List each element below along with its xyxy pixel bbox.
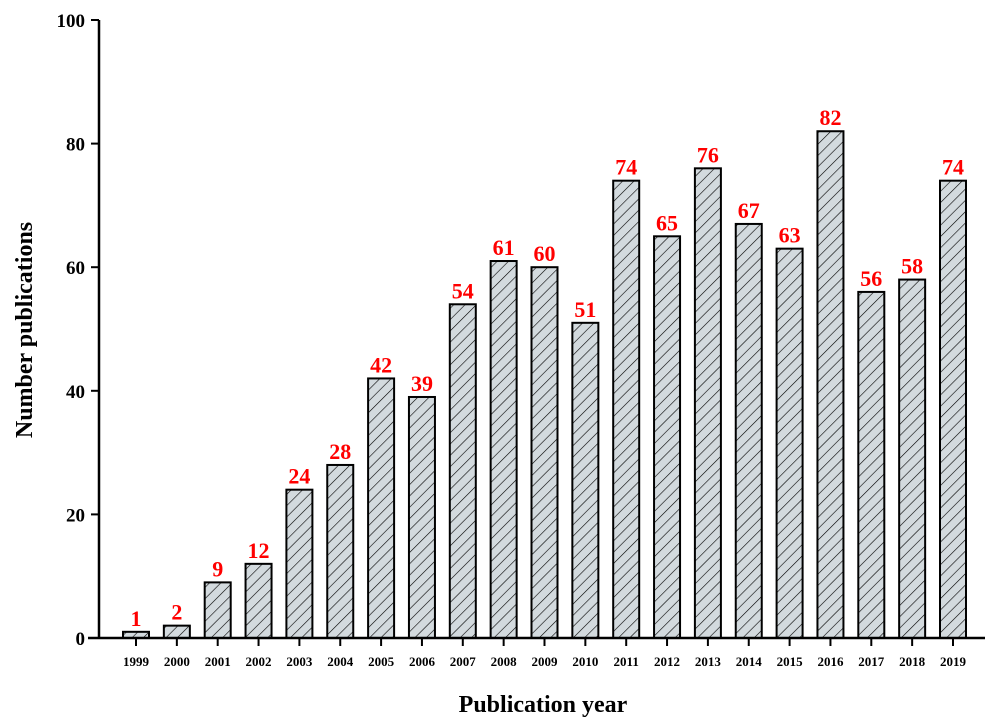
x-tick-label: 2015 [777,654,804,669]
x-tick-label: 2003 [286,654,313,669]
bar-2005 [367,377,396,639]
bar-2004 [326,463,355,639]
x-tick-label: 2005 [368,654,395,669]
data-label-2016: 82 [819,105,841,130]
bar-2012 [653,235,682,640]
x-tick-label: 2001 [205,654,231,669]
bar-2006 [407,395,436,640]
data-label-2010: 51 [574,297,596,322]
bar-2009 [530,266,559,639]
data-label-2002: 12 [248,538,270,563]
bar-2002 [244,562,273,640]
x-tick-label: 2018 [899,654,926,669]
x-tick-label: 2016 [817,654,844,669]
bar-2015 [775,247,804,639]
data-label-2007: 54 [452,278,474,303]
y-tick-label: 20 [66,505,85,526]
y-axis-label: Number publications [12,222,38,438]
data-label-2018: 58 [901,254,923,279]
data-label-2015: 63 [779,223,801,248]
y-tick-label: 80 [66,135,85,156]
x-axis-label: Publication year [459,692,628,718]
y-tick-label: 60 [66,258,85,279]
bar-2000 [162,624,191,640]
x-tick-label: 2019 [940,654,967,669]
data-label-2006: 39 [411,371,433,396]
data-label-2008: 61 [493,235,515,260]
x-tick-label: 2010 [572,654,598,669]
data-label-2017: 56 [860,266,882,291]
x-tick-label: 2013 [695,654,722,669]
data-label-2003: 24 [288,464,310,489]
x-tick-label: 2006 [409,654,436,669]
bar-2016 [816,130,845,640]
bar-2011 [612,179,641,639]
data-label-2014: 67 [738,198,760,223]
data-label-2009: 60 [534,241,556,266]
bar-2010 [571,321,600,639]
x-tick-label: 2017 [858,654,885,669]
bar-2019 [939,179,967,639]
x-tick-label: 2004 [327,654,354,669]
x-tick-label: 2007 [450,654,477,669]
data-label-2019: 74 [942,155,964,180]
data-label-2001: 9 [212,556,223,581]
bar-2014 [734,222,763,639]
y-tick-label: 40 [66,382,85,403]
bar-2007 [448,303,477,639]
bar-2008 [489,260,518,639]
y-tick-label: 0 [76,629,86,650]
data-label-2000: 2 [171,600,182,625]
y-tick-label: 100 [57,11,86,32]
bar-2017 [857,290,886,639]
data-label-1999: 1 [131,606,142,631]
data-label-2004: 28 [329,439,351,464]
x-tick-label: 2000 [164,654,190,669]
x-tick-label: 2009 [532,654,559,669]
bar-2003 [285,488,314,639]
x-tick-label: 2012 [654,654,680,669]
data-label-2012: 65 [656,210,678,235]
x-tick-label: 1999 [123,654,150,669]
bar-2013 [693,167,722,639]
x-tick-label: 2014 [736,654,763,669]
x-tick-label: 2002 [246,654,272,669]
x-tick-label: 2011 [614,654,639,669]
x-tick-label: 2008 [491,654,518,669]
bar-2018 [898,278,927,639]
data-label-2013: 76 [697,142,719,167]
data-label-2011: 74 [615,155,637,180]
data-label-2005: 42 [370,352,392,377]
bar-2001 [203,581,232,640]
